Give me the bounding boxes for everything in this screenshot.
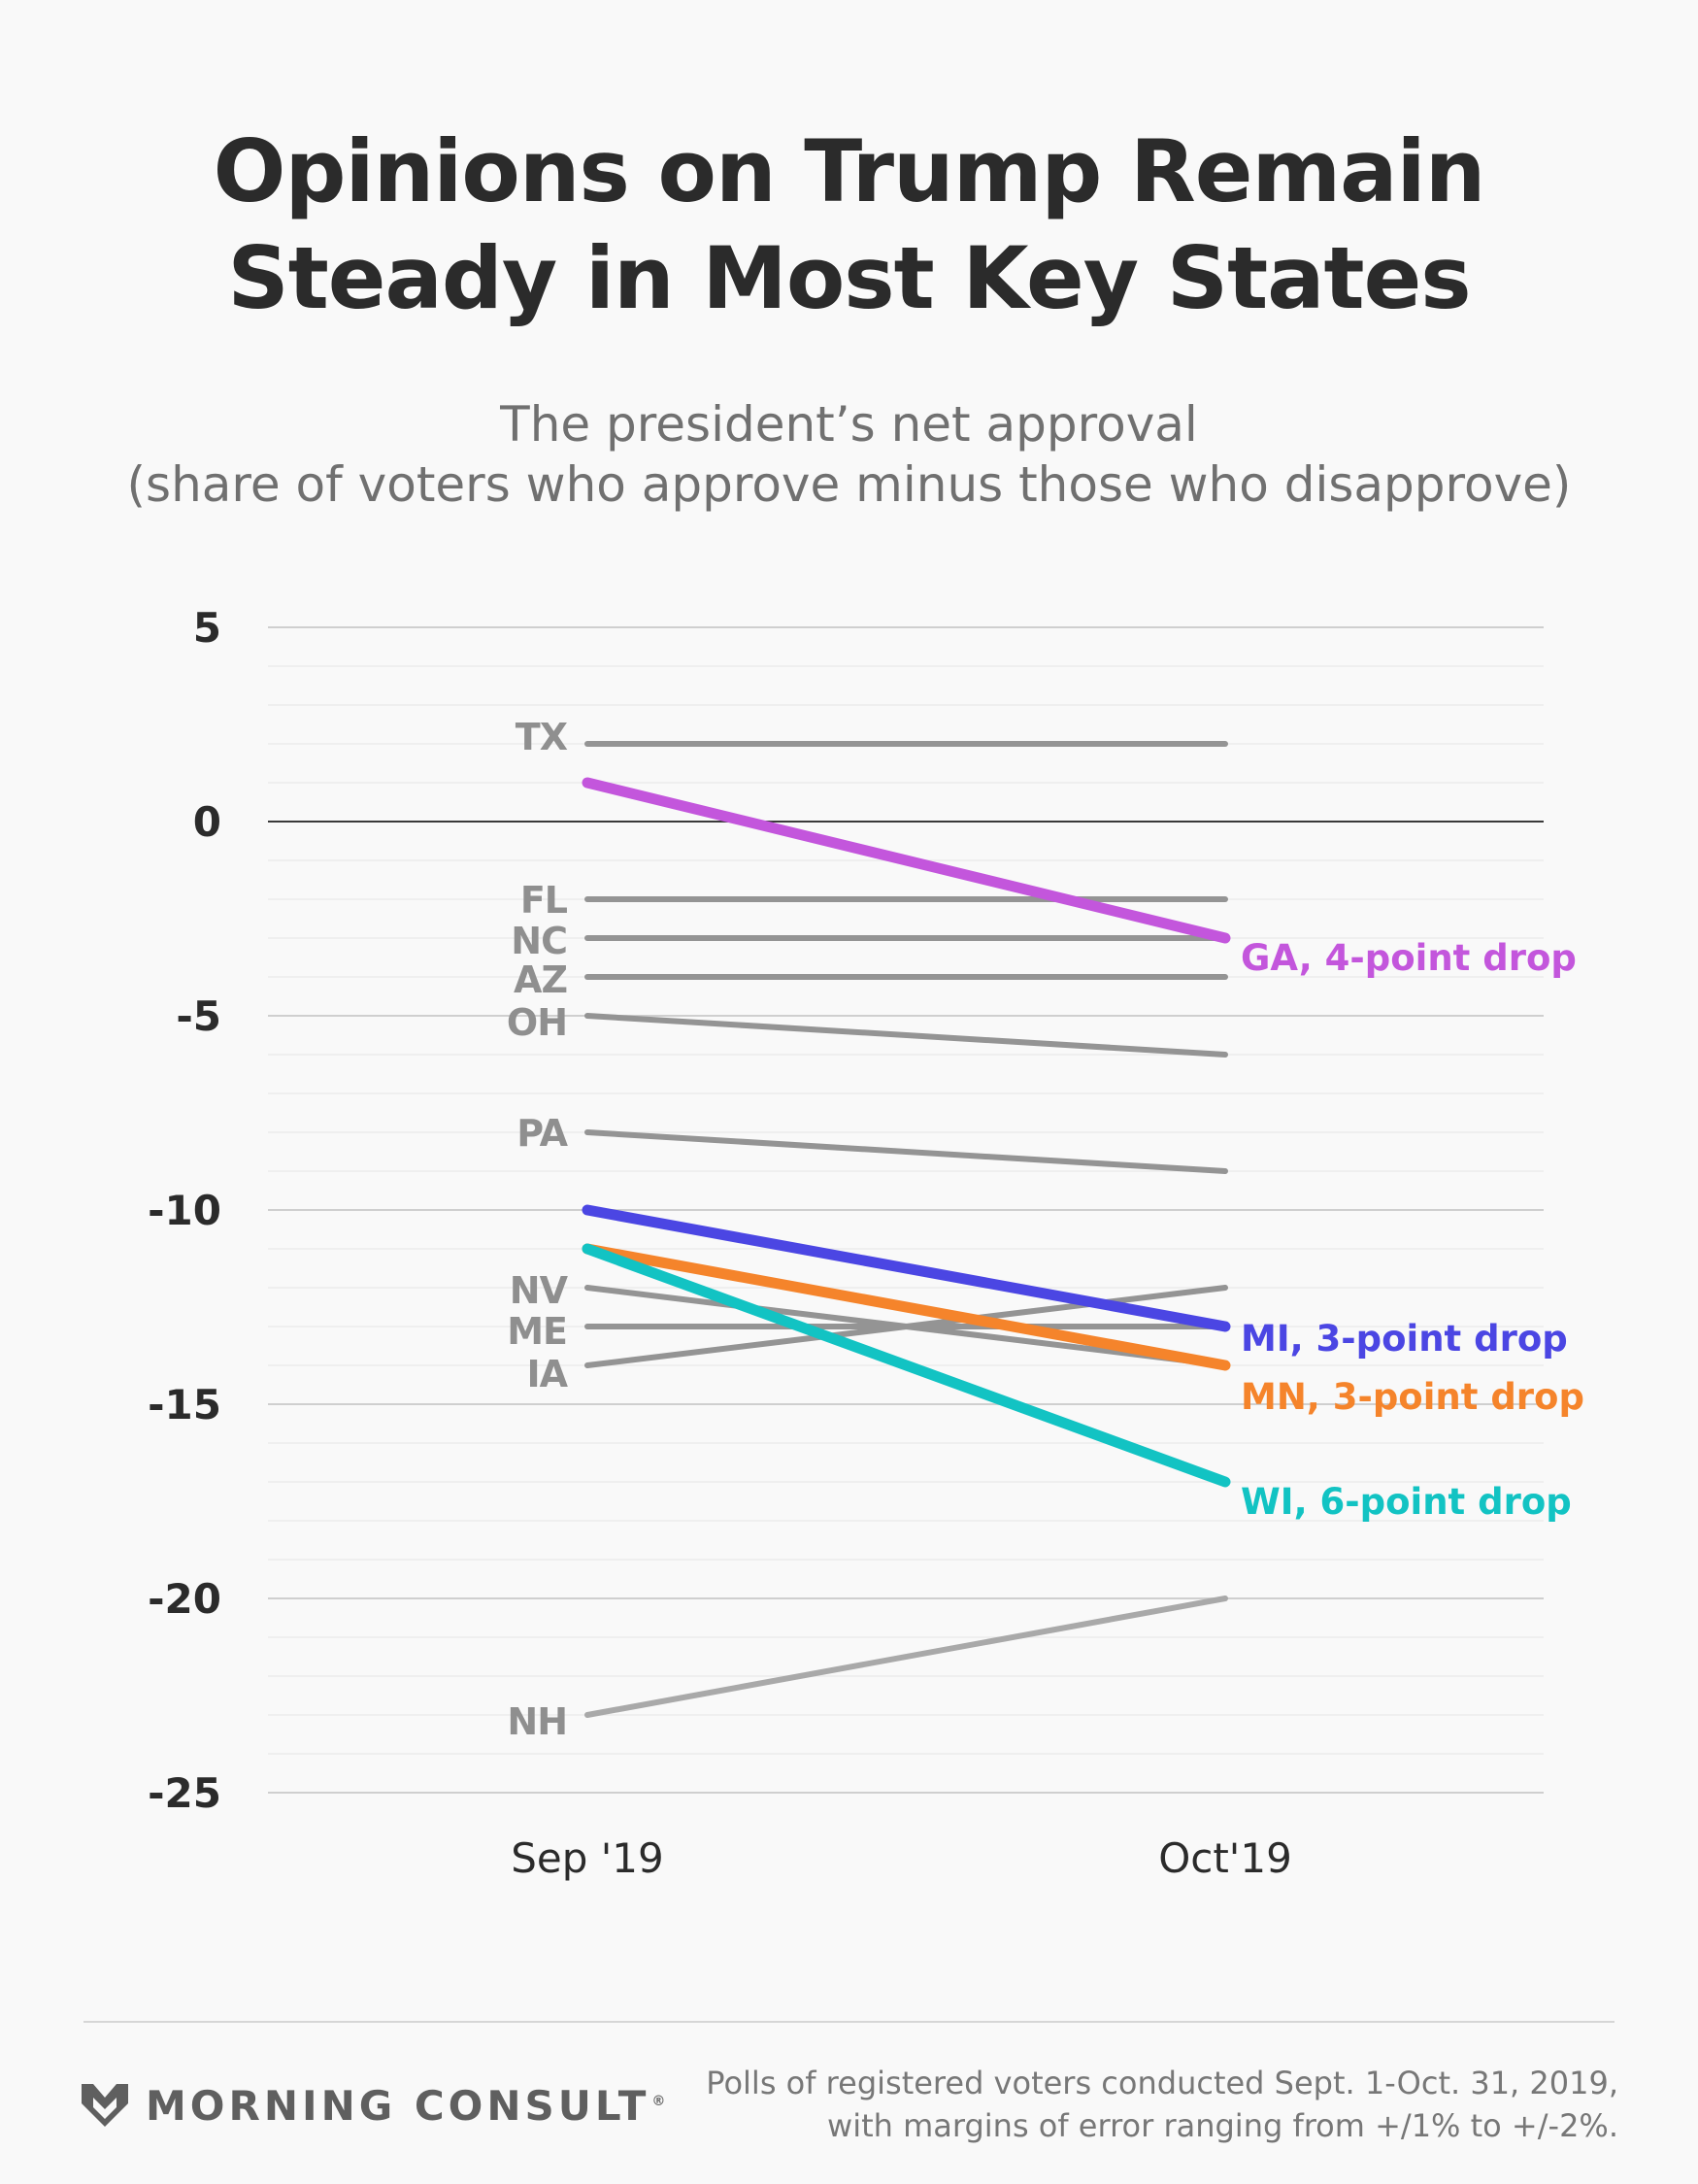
end-label-mn: MN, 3-point drop xyxy=(1241,1376,1584,1418)
end-label-mi: MI, 3-point drop xyxy=(1241,1318,1568,1360)
x-tick-label: Sep '19 xyxy=(511,1834,664,1882)
x-axis-ticks: Sep '19 Oct'19 xyxy=(511,1834,1292,1882)
y-tick-label: -10 xyxy=(148,1187,221,1234)
series-label-oh: OH xyxy=(507,1001,567,1044)
y-tick-label: -20 xyxy=(148,1575,221,1623)
registered-mark: ® xyxy=(651,2093,670,2109)
y-axis-ticks: 5 0 -5 -10 -15 -20 -25 xyxy=(148,604,221,1817)
series-label-az: AZ xyxy=(514,958,567,1001)
series-label-fl: FL xyxy=(520,879,568,922)
methodology-note-line2: with margins of error ranging from +/1% … xyxy=(827,2107,1618,2144)
chart-subtitle-line1: The president’s net approval xyxy=(500,396,1198,453)
morning-consult-mark-icon xyxy=(82,2084,128,2127)
series-label-tx: TX xyxy=(516,716,568,758)
series-line-ga xyxy=(582,777,1231,944)
series-lines xyxy=(582,741,1231,1718)
end-label-wi: WI, 6-point drop xyxy=(1241,1481,1572,1523)
end-label-ga: GA, 4-point drop xyxy=(1241,937,1577,979)
chart-title-line2: Steady in Most Key States xyxy=(227,228,1471,328)
series-line-mi xyxy=(582,1204,1231,1332)
series-label-me: ME xyxy=(507,1310,567,1353)
series-label-pa: PA xyxy=(516,1112,568,1155)
brand-name: MORNING CONSULT ® xyxy=(146,2081,670,2130)
y-tick-label: 0 xyxy=(193,798,221,846)
series-label-nc: NC xyxy=(511,920,567,962)
series-line-oh xyxy=(584,1013,1228,1058)
series-label-ia: IA xyxy=(526,1353,568,1395)
series-line-ia xyxy=(584,1285,1228,1368)
series-label-nh: NH xyxy=(507,1700,567,1743)
y-tick-label: -5 xyxy=(176,992,221,1040)
methodology-note: Polls of registered voters conducted Sep… xyxy=(706,2062,1618,2147)
series-label-nv: NV xyxy=(510,1269,569,1312)
series-line-wi xyxy=(582,1243,1231,1488)
x-tick-label: Oct'19 xyxy=(1158,1834,1292,1882)
y-tick-label: -25 xyxy=(148,1769,221,1817)
series-line-pa xyxy=(584,1129,1228,1174)
chart-subtitle: The president’s net approval (share of v… xyxy=(0,394,1698,515)
morning-consult-logo: MORNING CONSULT ® xyxy=(82,2079,669,2132)
chart-title: Opinions on Trump Remain Steady in Most … xyxy=(0,118,1698,332)
chart-subtitle-line2: (share of voters who approve minus those… xyxy=(126,456,1572,513)
y-tick-label: 5 xyxy=(193,604,221,652)
major-grid xyxy=(268,626,1544,1794)
series-line-mn xyxy=(582,1243,1231,1371)
chart-title-line1: Opinions on Trump Remain xyxy=(213,121,1486,221)
footer-divider xyxy=(83,2021,1615,2023)
y-tick-label: -15 xyxy=(148,1381,221,1428)
series-line-nh xyxy=(584,1596,1228,1718)
methodology-note-line1: Polls of registered voters conducted Sep… xyxy=(706,2065,1618,2101)
